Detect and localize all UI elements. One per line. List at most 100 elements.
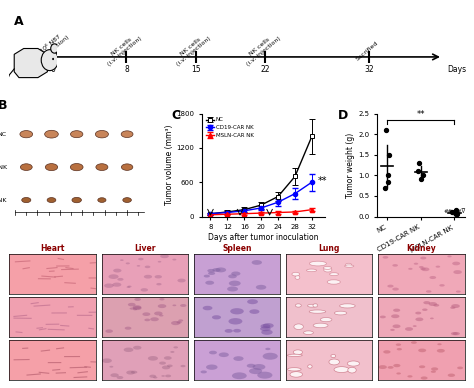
Ellipse shape	[307, 269, 317, 272]
Circle shape	[261, 324, 270, 329]
Circle shape	[206, 364, 218, 370]
Circle shape	[452, 262, 460, 265]
Ellipse shape	[95, 130, 109, 138]
Circle shape	[219, 352, 229, 357]
Circle shape	[453, 270, 462, 274]
Text: Days: Days	[447, 65, 466, 74]
Circle shape	[165, 374, 171, 377]
Circle shape	[252, 260, 262, 265]
Text: NC: NC	[0, 132, 7, 137]
Circle shape	[392, 324, 401, 328]
Circle shape	[228, 274, 237, 278]
Circle shape	[124, 348, 134, 352]
Circle shape	[201, 371, 207, 373]
Circle shape	[378, 365, 387, 369]
Ellipse shape	[347, 361, 360, 366]
Polygon shape	[14, 48, 47, 78]
Circle shape	[247, 364, 255, 368]
Circle shape	[173, 259, 176, 260]
Point	[382, 185, 389, 191]
Ellipse shape	[20, 131, 33, 138]
Circle shape	[162, 365, 170, 369]
Point	[384, 172, 392, 178]
Circle shape	[408, 268, 412, 270]
Circle shape	[167, 364, 173, 367]
Circle shape	[159, 298, 164, 300]
Ellipse shape	[313, 304, 318, 307]
Text: 8: 8	[124, 65, 129, 74]
Ellipse shape	[288, 368, 301, 371]
Circle shape	[145, 319, 150, 321]
Text: Sacrified: Sacrified	[356, 40, 380, 62]
Ellipse shape	[348, 367, 356, 373]
Circle shape	[212, 315, 221, 319]
Point	[386, 152, 393, 158]
Text: **: **	[318, 176, 328, 186]
Circle shape	[181, 365, 185, 367]
Circle shape	[41, 50, 58, 71]
Circle shape	[392, 264, 398, 267]
Ellipse shape	[71, 131, 83, 138]
Circle shape	[125, 327, 131, 330]
Ellipse shape	[323, 267, 332, 269]
Ellipse shape	[295, 275, 300, 279]
X-axis label: Days after tumor inoculation: Days after tumor inoculation	[208, 233, 319, 242]
Circle shape	[159, 362, 166, 365]
Point	[415, 160, 423, 166]
Circle shape	[170, 351, 174, 353]
Circle shape	[160, 254, 169, 258]
Ellipse shape	[320, 317, 332, 322]
Text: NK cells
(i.v. injection): NK cells (i.v. injection)	[173, 31, 212, 67]
Text: CD19-CAR NK: CD19-CAR NK	[0, 165, 7, 170]
Ellipse shape	[310, 261, 327, 266]
Circle shape	[102, 359, 112, 363]
Circle shape	[456, 291, 461, 293]
Ellipse shape	[329, 359, 339, 365]
Ellipse shape	[45, 130, 58, 138]
Circle shape	[420, 268, 426, 270]
Circle shape	[380, 315, 386, 318]
Circle shape	[207, 269, 215, 272]
Text: ####∇: ####∇	[443, 210, 465, 215]
Circle shape	[447, 255, 452, 257]
Circle shape	[126, 262, 130, 264]
Circle shape	[419, 365, 425, 368]
Circle shape	[421, 267, 429, 271]
Circle shape	[430, 317, 434, 319]
Circle shape	[249, 368, 262, 374]
Circle shape	[227, 286, 238, 291]
Circle shape	[393, 364, 401, 367]
Circle shape	[429, 276, 436, 279]
Circle shape	[133, 306, 142, 310]
Point	[453, 211, 461, 218]
Circle shape	[208, 272, 215, 275]
Ellipse shape	[308, 365, 312, 368]
Circle shape	[233, 329, 241, 333]
Circle shape	[51, 44, 58, 53]
Circle shape	[138, 258, 144, 260]
Circle shape	[128, 303, 136, 307]
Ellipse shape	[123, 197, 131, 203]
Title: Heart: Heart	[41, 244, 65, 253]
Circle shape	[141, 288, 148, 292]
Circle shape	[134, 298, 141, 301]
Circle shape	[117, 278, 124, 281]
Ellipse shape	[331, 354, 336, 358]
Circle shape	[426, 290, 431, 293]
Circle shape	[392, 288, 399, 291]
Circle shape	[113, 268, 121, 272]
Circle shape	[128, 286, 132, 288]
Circle shape	[131, 371, 137, 374]
Circle shape	[411, 341, 417, 344]
Circle shape	[420, 256, 427, 260]
Circle shape	[154, 312, 163, 315]
Circle shape	[229, 281, 241, 286]
Text: NK cells
(i.v. injection): NK cells (i.v. injection)	[242, 31, 282, 67]
Circle shape	[253, 364, 265, 370]
Point	[453, 211, 460, 218]
Ellipse shape	[345, 265, 354, 267]
Circle shape	[109, 366, 113, 368]
Circle shape	[387, 285, 393, 288]
Point	[452, 207, 459, 213]
Text: 0: 0	[50, 65, 55, 74]
